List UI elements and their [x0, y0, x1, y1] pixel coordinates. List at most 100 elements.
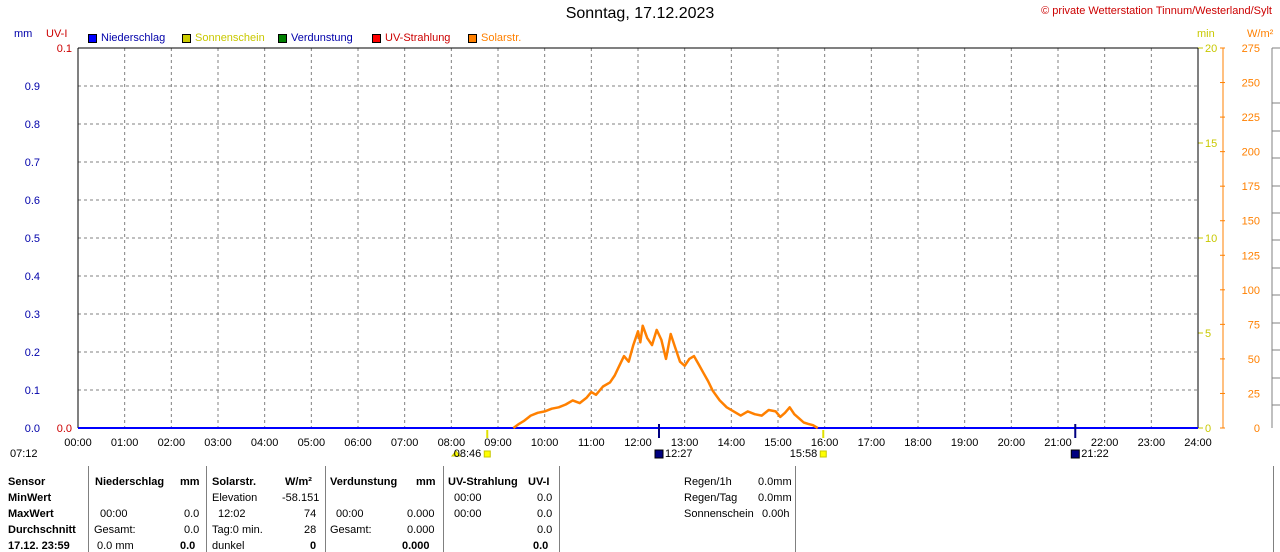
regen1h-val: 0.0mm	[758, 476, 792, 488]
niederschlag-avg-label: Gesamt:	[94, 524, 136, 536]
y-wm2-tick-label: 150	[1242, 216, 1260, 228]
y-left-tick-label: 0.1	[25, 385, 40, 397]
copyright-text: © private Wetterstation Tinnum/Westerlan…	[1041, 5, 1272, 17]
marker-label: 21:22	[1081, 448, 1109, 460]
verdunstung-r2-val: 0.000	[407, 508, 435, 520]
solar-r3-val: 28	[304, 524, 317, 536]
x-tick-label: 07:00	[391, 437, 419, 449]
x-tick-label: 08:00	[438, 437, 466, 449]
uv-r1-time: 00:00	[454, 492, 482, 504]
uv-r1-val: 0.0	[537, 492, 553, 504]
solar-r4-label: dunkel	[212, 540, 245, 552]
legend-item: Solarstr.	[468, 32, 521, 44]
x-tick-label: 02:00	[158, 437, 186, 449]
solar-header: Solarstr.	[212, 476, 257, 488]
table-divider	[443, 466, 444, 552]
x-tick-label: 10:00	[531, 437, 559, 449]
x-tick-label: 19:00	[951, 437, 979, 449]
moon-marker	[1070, 449, 1080, 459]
stats-label-date: 17.12. 23:59	[8, 540, 70, 552]
y-wm2-tick-label: 125	[1242, 250, 1260, 262]
legend-swatch	[278, 33, 287, 43]
table-divider	[795, 466, 796, 552]
niederschlag-date-b: 0.0	[180, 540, 196, 552]
uv-r4-val: 0.0	[533, 540, 549, 552]
y-wm2-tick-label: 175	[1242, 181, 1260, 193]
legend-swatch	[372, 33, 381, 43]
stats-label-max: MaxWert	[8, 508, 54, 520]
y-left-tick-label: 0.4	[25, 271, 40, 283]
y-wm2-tick-label: 50	[1248, 354, 1260, 366]
stats-label-min: MinWert	[8, 492, 52, 504]
niederschlag-unit: mm	[180, 476, 200, 488]
verdunstung-r3-label: Gesamt:	[330, 524, 372, 536]
sonne-label: Sonnenschein	[684, 508, 754, 520]
y-min-tick-label: 0	[1205, 423, 1211, 435]
x-tick-label: 17:00	[858, 437, 886, 449]
table-divider	[325, 466, 326, 552]
sonne-val: 0.00h	[762, 508, 790, 520]
x-tick-label: 18:00	[904, 437, 932, 449]
y-left-tick-label: 0.6	[25, 195, 40, 207]
y-wm2-tick-label: 75	[1248, 319, 1260, 331]
table-divider	[206, 466, 207, 552]
solar-r1-val: -58.151	[282, 492, 320, 504]
verdunstung-r2-time: 00:00	[336, 508, 364, 520]
table-divider	[1273, 466, 1274, 552]
chart-title: Sonntag, 17.12.2023	[565, 5, 715, 22]
niederschlag-max-time: 00:00	[100, 508, 128, 520]
uv-r3-val: 0.0	[537, 524, 553, 536]
y-left-tick-label: 0.9	[25, 81, 40, 93]
x-tick-label: 23:00	[1138, 437, 1166, 449]
y-left-tick-label: 0.3	[25, 309, 40, 321]
y-wm2-tick-label: 25	[1248, 388, 1260, 400]
marker-label: 08:46	[454, 448, 482, 460]
noon-marker	[654, 449, 664, 459]
x-tick-label: 06:00	[344, 437, 372, 449]
series-line-solar	[512, 324, 819, 430]
y-min-tick-label: 20	[1205, 43, 1217, 55]
legend-swatch	[468, 33, 477, 43]
x-tick-label: 21:00	[1044, 437, 1072, 449]
sun-marker	[483, 450, 491, 458]
regentag-val: 0.0mm	[758, 492, 792, 504]
y-left-tick-label: 0.2	[25, 347, 40, 359]
x-tick-label: 24:00	[1184, 437, 1212, 449]
y-wm2-tick-label: 225	[1242, 112, 1260, 124]
legend-item: UV-Strahlung	[372, 32, 450, 44]
unit-mm-label: mm	[14, 28, 33, 40]
chart-canvas: 00:00 01:00 02:00 03:00 04:00 05:00 06:00 07:00…	[10, 43, 1280, 460]
solar-r2-label: 12:02	[218, 508, 246, 520]
solar-r3-label: Tag:0 min.	[212, 524, 263, 536]
niederschlag-header: Niederschlag	[95, 476, 165, 488]
x-tick-label: 04:00	[251, 437, 279, 449]
y-min-tick-label: 10	[1205, 233, 1217, 245]
verdunstung-header: Verdunstung	[330, 476, 398, 488]
y-wm2-tick-label: 200	[1242, 147, 1260, 159]
table-divider	[559, 466, 560, 552]
x-tick-label: 16:00	[811, 437, 839, 449]
uv-unit: UV-I	[528, 476, 550, 488]
y-min-tick-label: 15	[1205, 138, 1217, 150]
y-left-tick-label: 0.8	[25, 119, 40, 131]
stats-label-avg: Durchschnitt	[8, 524, 76, 536]
table-divider	[88, 466, 89, 552]
stats-label-sensor: Sensor	[8, 476, 46, 488]
x-tick-label: 13:00	[671, 437, 699, 449]
stats-table: Sensor MinWert MaxWert Durchschnitt 17.1…	[0, 466, 1280, 552]
legend-item: Sonnenschein	[182, 32, 265, 44]
x-tick-label: 01:00	[111, 437, 139, 449]
solar-r1-label: Elevation	[212, 492, 258, 504]
y-uvi-tick-label: 0.0	[57, 423, 72, 435]
verdunstung-r4-val: 0.000	[402, 540, 430, 552]
x-tick-label: 03:00	[204, 437, 232, 449]
y-uvi-tick-label: 0.1	[57, 43, 72, 55]
niederschlag-avg-val: 0.0	[184, 524, 200, 536]
marker-label: 12:27	[665, 448, 693, 460]
y-wm2-tick-label: 275	[1242, 43, 1260, 55]
x-tick-label: 20:00	[998, 437, 1026, 449]
legend-label: Sonnenschein	[195, 32, 265, 44]
x-tick-label: 15:00	[764, 437, 792, 449]
y-wm2-tick-label: 100	[1242, 285, 1260, 297]
legend-swatch	[88, 33, 97, 43]
